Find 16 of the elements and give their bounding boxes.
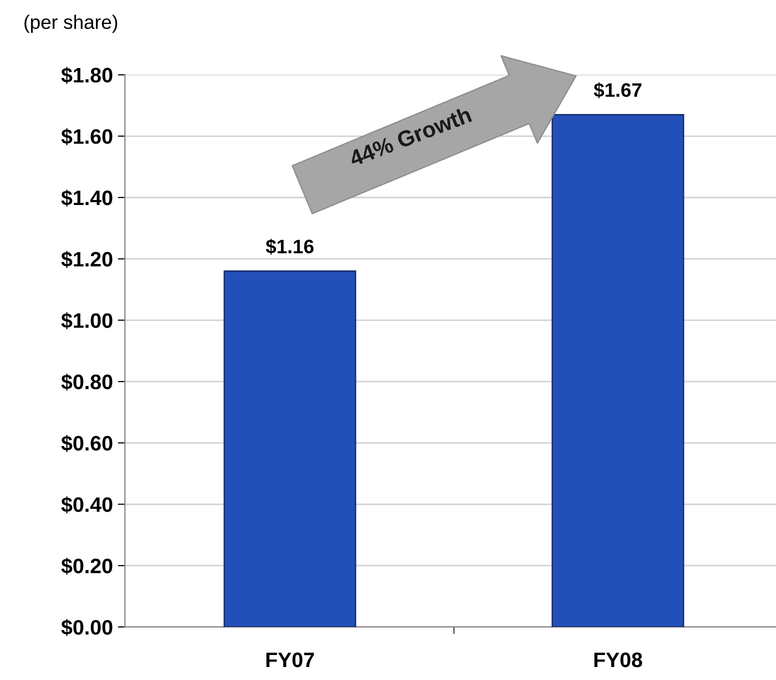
y-tick-label: $0.00 [61, 619, 112, 636]
y-tick-label: $1.40 [61, 190, 112, 207]
x-tick-label: FY08 [594, 652, 642, 668]
y-tick-label: $0.20 [61, 558, 112, 575]
annotation: 44% Growth [348, 106, 472, 167]
y-tick-label: $1.60 [61, 128, 112, 146]
y-axis-title: (per share) [24, 14, 118, 33]
data-label: $1.67 [594, 82, 642, 98]
y-tick-label: $1.00 [61, 312, 112, 330]
y-tick-label: $1.80 [61, 66, 112, 84]
y-tick-label: $0.80 [61, 374, 112, 391]
y-tick-label: $0.40 [61, 496, 112, 514]
x-tick-label: FY07 [266, 652, 314, 668]
y-tick-label: $1.20 [61, 250, 112, 268]
data-label: $1.16 [266, 238, 314, 255]
y-tick-label: $0.60 [61, 434, 112, 452]
